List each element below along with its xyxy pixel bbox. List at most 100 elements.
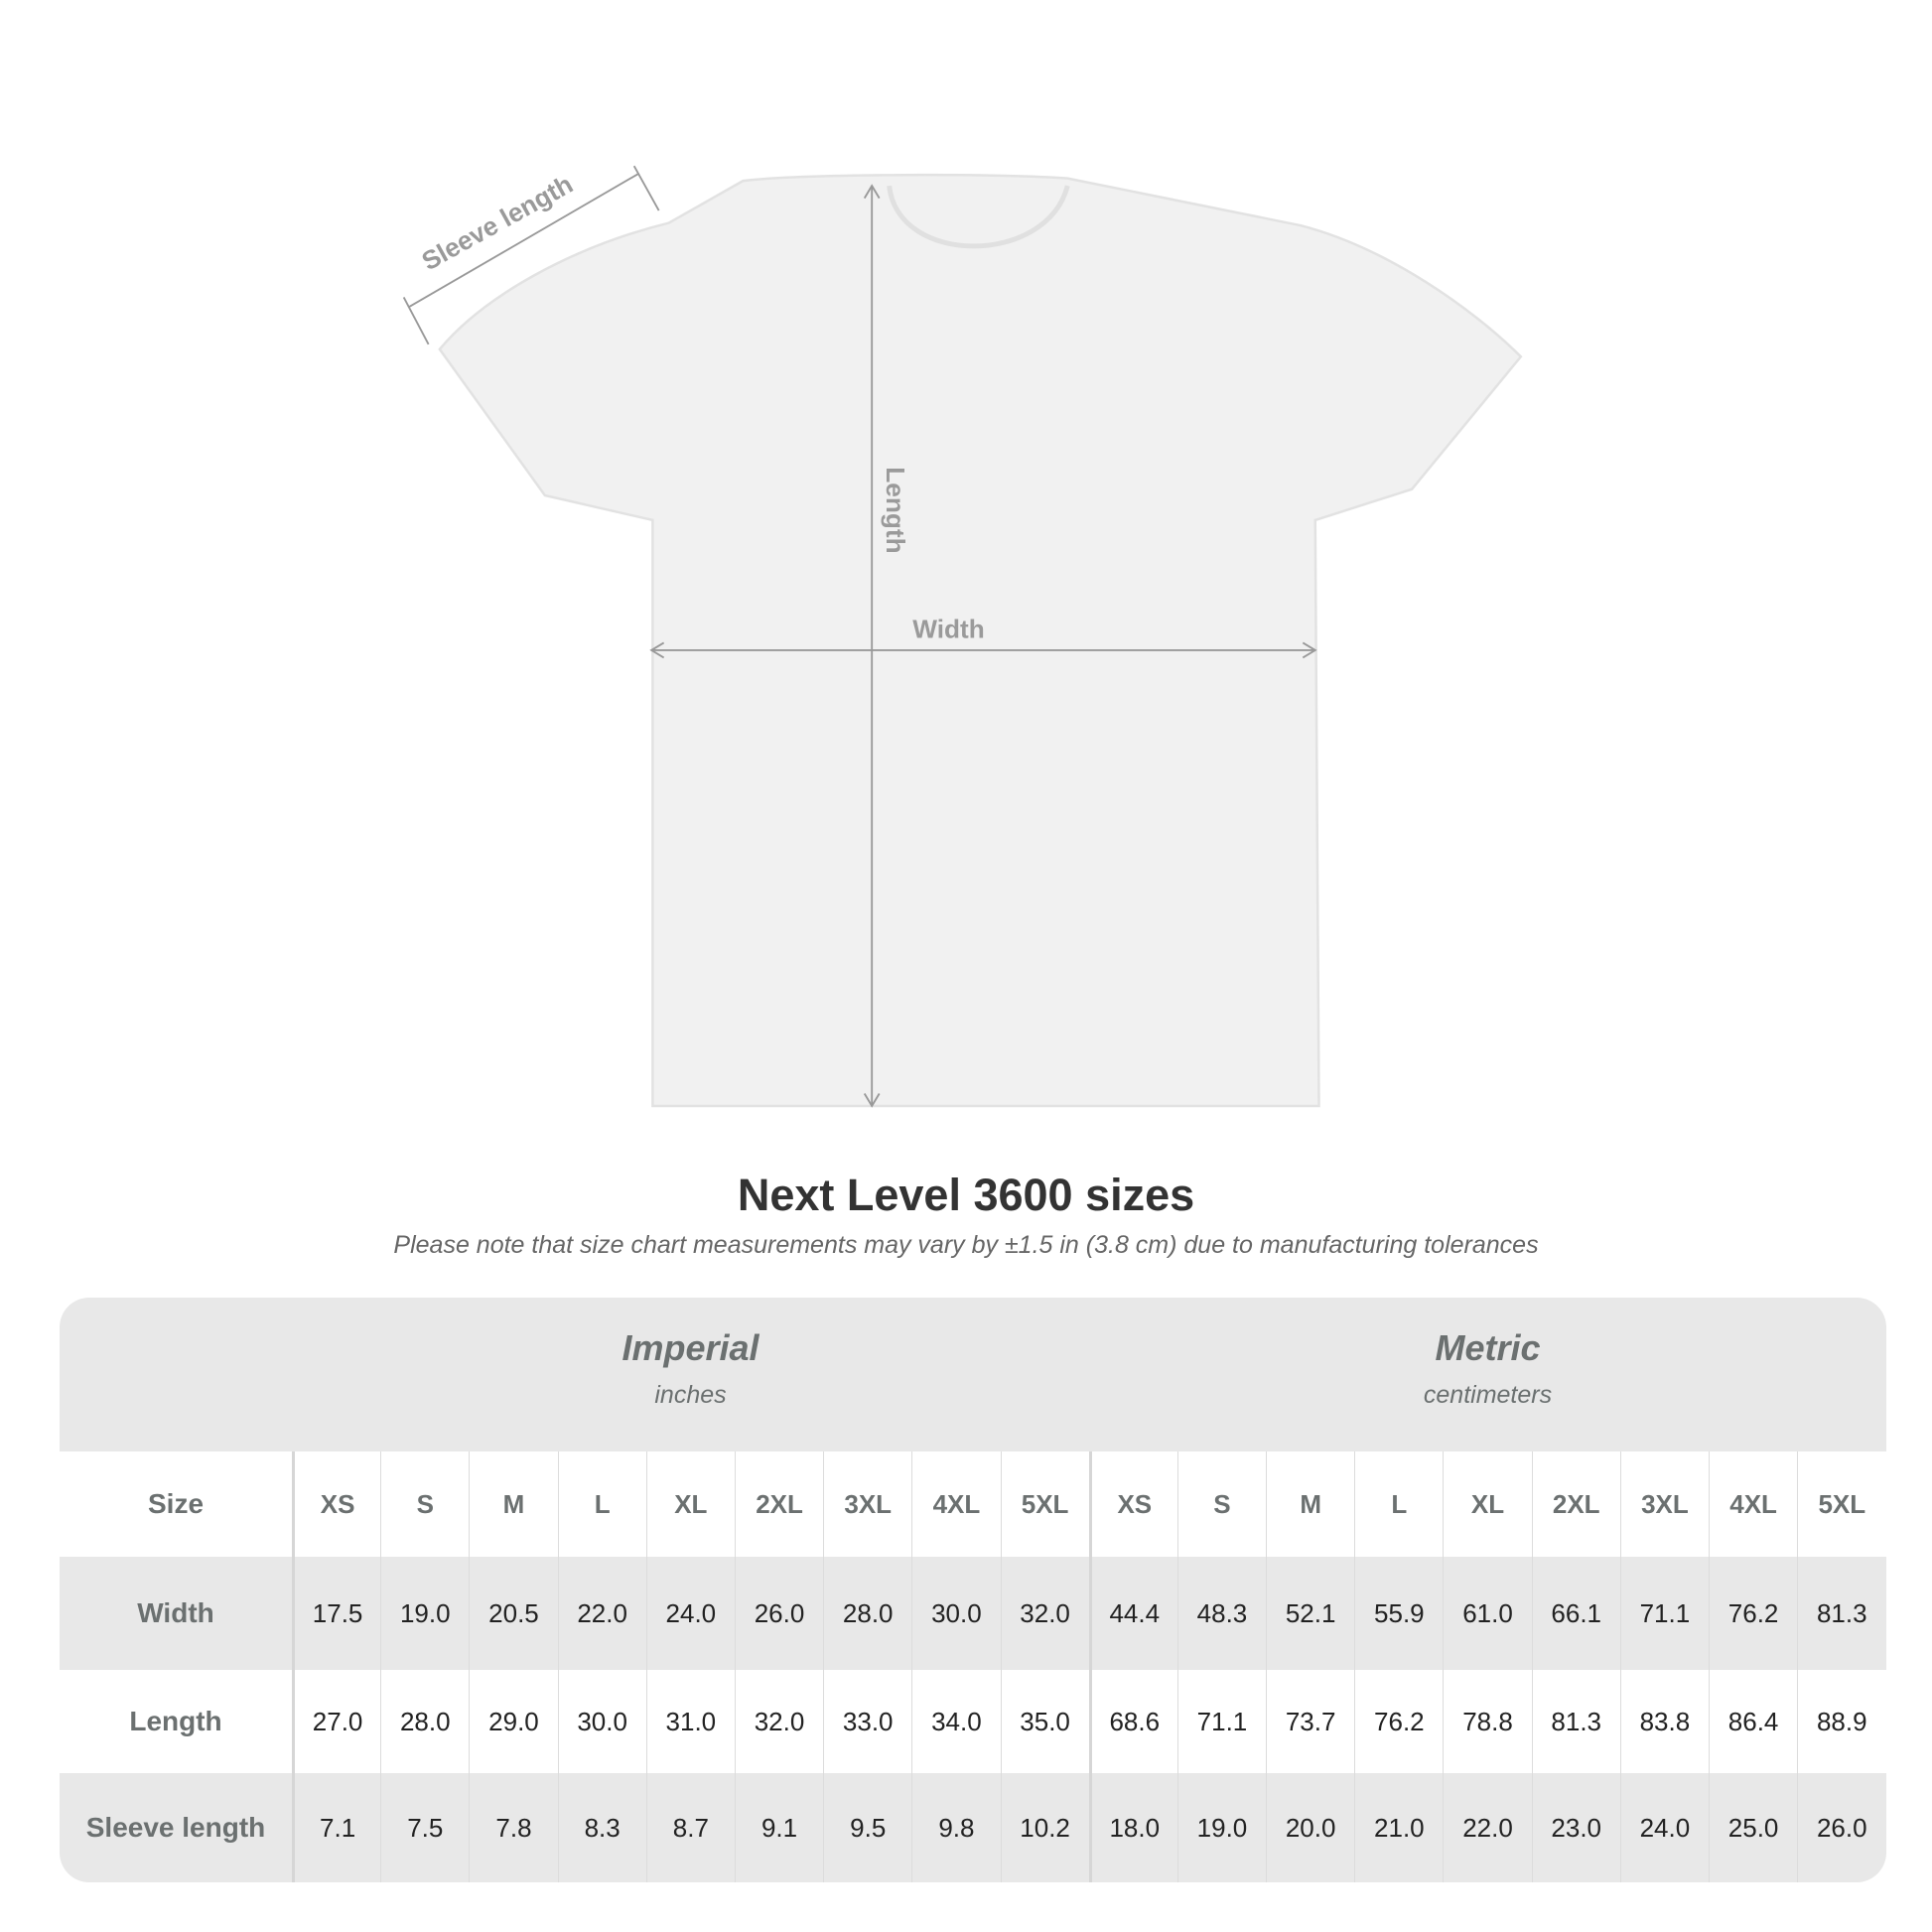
imperial-value-cell: 7.8 <box>469 1773 557 1882</box>
metric-value-cell: 76.2 <box>1354 1670 1443 1773</box>
metric-value-cell: 26.0 <box>1797 1773 1885 1882</box>
length-arrow-top <box>863 184 881 200</box>
metric-header: Metric centimeters <box>1089 1298 1886 1451</box>
imperial-value-cell: 7.1 <box>292 1773 380 1882</box>
imperial-value-cell: 32.0 <box>734 1670 823 1773</box>
size-header-label: Size <box>147 1488 205 1519</box>
metric-value-cell: 44.4 <box>1088 1557 1177 1670</box>
metric-value-cell: 21.0 <box>1354 1773 1443 1882</box>
imperial-size-2xl: 2XL <box>734 1451 823 1557</box>
imperial-value-cell: 8.7 <box>645 1773 735 1882</box>
metric-value-cell: 48.3 <box>1176 1557 1266 1670</box>
metric-size-l: L <box>1354 1451 1443 1557</box>
imperial-value-cell: 9.8 <box>911 1773 1000 1882</box>
length-arrow-bottom <box>863 1093 881 1108</box>
sleeve-tick-right <box>632 165 660 211</box>
imperial-value-cell: 30.0 <box>557 1670 646 1773</box>
width-label: Width <box>912 614 984 643</box>
imperial-value-cell: 20.5 <box>469 1557 557 1670</box>
metric-value-cell: 22.0 <box>1443 1773 1531 1882</box>
sleeve-tick-left <box>402 296 430 345</box>
metric-size-3xl: 3XL <box>1619 1451 1709 1557</box>
imperial-value-cell: 29.0 <box>469 1670 557 1773</box>
metric-value-cell: 73.7 <box>1266 1670 1354 1773</box>
imperial-size-xl: XL <box>645 1451 735 1557</box>
metric-value-cell: 81.3 <box>1531 1670 1620 1773</box>
size-row: Size XS S M L XL 2XL 3XL 4XL 5XL XS S M L XL 2XL 3XL 4XL 5… <box>60 1451 1886 1557</box>
metric-value-cell: 68.6 <box>1088 1670 1177 1773</box>
metric-value-cell: 55.9 <box>1354 1557 1443 1670</box>
imperial-value-cell: 10.2 <box>1000 1773 1089 1882</box>
metric-value-cell: 81.3 <box>1797 1557 1885 1670</box>
imperial-value-cell: 31.0 <box>645 1670 735 1773</box>
size-table: Imperial inches Metric centimeters Size X… <box>60 1298 1886 1882</box>
tshirt-shape <box>438 173 1523 1108</box>
imperial-value-cell: 26.0 <box>734 1557 823 1670</box>
imperial-size-5xl: 5XL <box>1000 1451 1089 1557</box>
metric-size-m: M <box>1266 1451 1354 1557</box>
metric-value-cell: 76.2 <box>1709 1557 1797 1670</box>
metric-value-cell: 19.0 <box>1176 1773 1266 1882</box>
metric-value-cell: 66.1 <box>1531 1557 1620 1670</box>
imperial-size-s: S <box>380 1451 469 1557</box>
imperial-value-cell: 8.3 <box>557 1773 646 1882</box>
table-row: Width 17.5 19.0 20.5 22.0 24.0 26.0 28.0 30.0 32.… <box>60 1557 1886 1670</box>
metric-label: Metric <box>1435 1327 1541 1368</box>
metric-value-cell: 24.0 <box>1619 1773 1709 1882</box>
imperial-value-cell: 19.0 <box>380 1557 469 1670</box>
imperial-size-3xl: 3XL <box>823 1451 911 1557</box>
imperial-header: Imperial inches <box>292 1298 1089 1451</box>
imperial-value-cell: 22.0 <box>557 1557 646 1670</box>
sleeve-line <box>408 172 640 309</box>
imperial-size-xs: XS <box>292 1451 380 1557</box>
metric-value-cell: 86.4 <box>1709 1670 1797 1773</box>
imperial-value-cell: 32.0 <box>1000 1557 1089 1670</box>
width-arrow-right <box>1302 641 1317 659</box>
imperial-value-cell: 17.5 <box>292 1557 380 1670</box>
page-title: Next Level 3600 sizes <box>737 1170 1195 1220</box>
imperial-value-cell: 27.0 <box>292 1670 380 1773</box>
metric-value-cell: 88.9 <box>1797 1670 1885 1773</box>
metric-value-cell: 18.0 <box>1088 1773 1177 1882</box>
metric-size-4xl: 4XL <box>1709 1451 1797 1557</box>
imperial-value-cell: 7.5 <box>380 1773 469 1882</box>
imperial-size-m: M <box>469 1451 557 1557</box>
table-row: Length 27.0 28.0 29.0 30.0 31.0 32.0 33.0 34.0 35… <box>60 1670 1886 1773</box>
metric-value-cell: 52.1 <box>1266 1557 1354 1670</box>
row-label: Length <box>129 1706 222 1736</box>
imperial-unit: inches <box>654 1381 727 1409</box>
metric-value-cell: 20.0 <box>1266 1773 1354 1882</box>
row-label: Sleeve length <box>85 1812 266 1843</box>
metric-size-5xl: 5XL <box>1797 1451 1885 1557</box>
imperial-value-cell: 24.0 <box>645 1557 735 1670</box>
imperial-value-cell: 9.5 <box>823 1773 911 1882</box>
metric-unit: centimeters <box>1423 1381 1553 1409</box>
metric-value-cell: 25.0 <box>1709 1773 1797 1882</box>
metric-value-cell: 23.0 <box>1531 1773 1620 1882</box>
imperial-value-cell: 9.1 <box>734 1773 823 1882</box>
table-row: Sleeve length 7.1 7.5 7.8 8.3 8.7 9.1 9.5 9.8 10.… <box>60 1773 1886 1882</box>
imperial-value-cell: 33.0 <box>823 1670 911 1773</box>
metric-size-xl: XL <box>1443 1451 1531 1557</box>
imperial-size-4xl: 4XL <box>911 1451 1000 1557</box>
metric-size-2xl: 2XL <box>1531 1451 1620 1557</box>
metric-value-cell: 78.8 <box>1443 1670 1531 1773</box>
imperial-value-cell: 35.0 <box>1000 1670 1089 1773</box>
metric-value-cell: 71.1 <box>1619 1557 1709 1670</box>
row-label: Width <box>137 1597 214 1628</box>
width-arrow-left <box>649 641 665 659</box>
imperial-value-cell: 28.0 <box>823 1557 911 1670</box>
tolerance-note: Please note that size chart measurements… <box>393 1231 1539 1259</box>
metric-size-s: S <box>1176 1451 1266 1557</box>
metric-value-cell: 61.0 <box>1443 1557 1531 1670</box>
metric-size-xs: XS <box>1088 1451 1177 1557</box>
metric-value-cell: 71.1 <box>1176 1670 1266 1773</box>
length-label: Length <box>881 467 910 553</box>
imperial-value-cell: 34.0 <box>911 1670 1000 1773</box>
imperial-label: Imperial <box>621 1327 759 1368</box>
imperial-size-l: L <box>557 1451 646 1557</box>
metric-value-cell: 83.8 <box>1619 1670 1709 1773</box>
imperial-value-cell: 30.0 <box>911 1557 1000 1670</box>
imperial-value-cell: 28.0 <box>380 1670 469 1773</box>
